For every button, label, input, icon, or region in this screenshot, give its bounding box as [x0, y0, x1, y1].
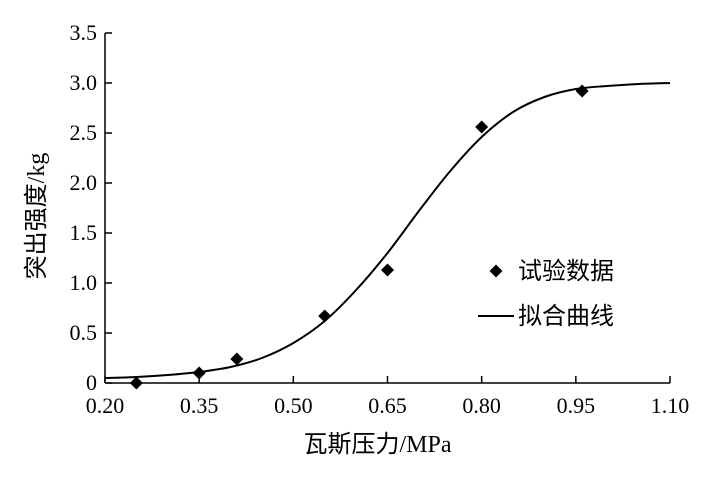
x-tick-label: 0.35	[180, 393, 219, 418]
data-point	[192, 366, 206, 380]
legend: 试验数据 拟合曲线	[478, 258, 614, 330]
legend-diamond-marker	[489, 264, 503, 278]
y-tick-label: 2.5	[70, 120, 98, 145]
x-ticks: 0.20 0.35 0.50 0.65 0.80 0.95 1.10	[86, 376, 690, 418]
y-tick-label: 0	[86, 370, 97, 395]
fit-curve-line	[104, 82, 671, 379]
x-tick-label: 0.95	[557, 393, 596, 418]
axes	[104, 33, 670, 384]
data-point	[318, 309, 332, 323]
y-tick-label: 1.0	[70, 270, 98, 295]
x-tick-label: 0.80	[462, 393, 501, 418]
data-point	[575, 84, 589, 98]
legend-item-data: 试验数据	[489, 258, 614, 285]
x-tick-label: 0.50	[274, 393, 313, 418]
x-tick-label: 0.65	[368, 393, 407, 418]
y-tick-label: 2.0	[70, 170, 98, 195]
y-tick-label: 1.5	[70, 220, 98, 245]
y-tick-label: 0.5	[70, 320, 98, 345]
data-point	[230, 352, 244, 366]
data-point	[381, 263, 394, 277]
y-ticks: 0 0.5 1.0 1.5 2.0 2.5 3.0 3.5	[70, 20, 112, 395]
y-axis-title: 突出强度/kg	[23, 153, 50, 280]
data-point	[129, 376, 143, 390]
y-tick-label: 3.0	[70, 70, 98, 95]
legend-item-fit: 拟合曲线	[478, 303, 614, 330]
x-tick-label: 0.20	[86, 393, 125, 418]
x-axis-title: 瓦斯压力/MPa	[303, 431, 451, 458]
legend-label-data: 试验数据	[518, 258, 614, 285]
series-layer	[104, 82, 671, 390]
data-point	[475, 120, 489, 134]
legend-label-fit: 拟合曲线	[518, 303, 614, 330]
x-tick-label: 1.10	[651, 393, 690, 418]
y-tick-label: 3.5	[70, 20, 98, 45]
